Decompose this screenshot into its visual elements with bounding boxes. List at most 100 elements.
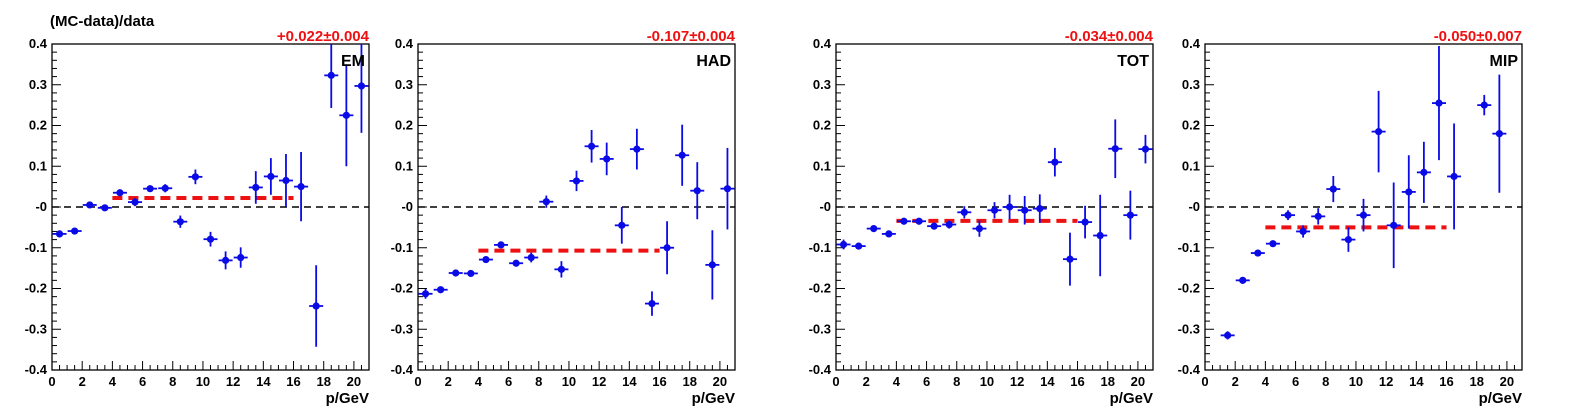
marker: [663, 244, 671, 252]
x-tick-label: 12: [592, 374, 606, 389]
data-point: [851, 242, 866, 250]
x-tick-label: 16: [286, 374, 300, 389]
data-point: [1356, 198, 1371, 232]
y-tick-label: 0.4: [813, 36, 832, 51]
marker: [603, 155, 611, 163]
y-tick-label: 0.1: [29, 158, 47, 173]
data-point: [248, 171, 263, 204]
data-point: [1250, 249, 1265, 257]
x-tick-label: 14: [1040, 374, 1055, 389]
marker: [1420, 168, 1428, 176]
data-point: [188, 169, 203, 185]
x-tick-label: 20: [347, 374, 361, 389]
data-point: [294, 151, 309, 222]
x-tick-label: 16: [652, 374, 666, 389]
marker: [572, 177, 581, 185]
data-point: [1477, 94, 1492, 116]
data-point: [896, 217, 911, 225]
x-tick-label: 14: [1409, 374, 1424, 389]
figure-ylabel: (MC-data)/data: [50, 13, 155, 30]
marker: [1021, 206, 1029, 214]
x-tick-label: 18: [1100, 374, 1114, 389]
marker: [297, 183, 305, 191]
y-tick-label: 0.4: [29, 36, 48, 51]
data-point: [309, 265, 324, 347]
marker: [1435, 99, 1443, 107]
marker: [1374, 128, 1383, 136]
data-point: [1235, 276, 1250, 284]
marker: [237, 253, 245, 262]
marker: [870, 224, 878, 233]
panel-label: TOT: [1117, 53, 1149, 70]
data-point: [433, 286, 448, 294]
data-point: [599, 142, 614, 176]
x-tick-label: 10: [196, 374, 210, 389]
marker: [975, 224, 984, 233]
data-point: [1062, 232, 1077, 286]
marker: [1051, 158, 1059, 166]
x-tick-label: 6: [1292, 374, 1299, 389]
y-tick-label: 0.2: [813, 118, 831, 133]
y-tick-label: -0.1: [25, 240, 47, 255]
data-point: [1341, 227, 1356, 252]
x-tick-label: 20: [713, 374, 727, 389]
data-point: [554, 261, 569, 278]
x-tick-label: 4: [109, 374, 117, 389]
y-tick-label: 0.1: [813, 158, 831, 173]
y-tick-label: -0.3: [25, 321, 47, 336]
x-tick-label: 2: [445, 374, 452, 389]
data-point: [942, 220, 957, 229]
data-point: [82, 201, 97, 209]
data-point: [263, 158, 278, 195]
data-point: [1492, 74, 1507, 193]
data-point: [1123, 190, 1138, 240]
marker: [900, 217, 908, 225]
marker: [55, 230, 64, 238]
y-tick-label: -0.2: [809, 281, 831, 296]
y-tick-label: -0.4: [25, 362, 48, 377]
panel-em: -0.4 -0.3 -0.2 -0.1 -0 0.1 0.2 0.3 0.4 0 2 4 6 8 10 12 1…: [25, 28, 370, 407]
marker: [221, 256, 230, 264]
y-tick-label: -0.4: [809, 362, 832, 377]
data-point: [675, 124, 690, 186]
data-point: [1431, 46, 1446, 161]
marker: [1450, 172, 1458, 181]
data-point: [1416, 141, 1431, 203]
x-tick-label: 8: [953, 374, 960, 389]
data-point: [927, 222, 942, 230]
x-axis-title: p/GeV: [692, 390, 735, 407]
data-point: [418, 288, 433, 299]
y-tick-label: -0.1: [1178, 240, 1200, 255]
x-axis-title: p/GeV: [1479, 390, 1522, 407]
marker: [1269, 240, 1277, 248]
data-point: [158, 184, 173, 193]
marker: [1254, 249, 1262, 257]
marker: [945, 220, 953, 229]
marker: [467, 269, 475, 278]
data-point: [1017, 195, 1032, 225]
x-tick-label: 18: [316, 374, 330, 389]
y-tick-label: 0.3: [813, 77, 831, 92]
data-point: [324, 44, 339, 108]
marker: [587, 142, 596, 150]
data-point: [660, 221, 675, 275]
data-point: [972, 220, 987, 237]
panel-label: MIP: [1490, 53, 1519, 70]
data-point: [1093, 194, 1108, 277]
y-tick-label: -0.2: [25, 281, 47, 296]
x-tick-label: 18: [682, 374, 696, 389]
data-point: [987, 202, 1002, 219]
marker: [1141, 145, 1150, 153]
marker: [618, 221, 626, 229]
fit-result-label: -0.050±0.007: [1434, 28, 1522, 45]
marker: [723, 185, 732, 193]
data-point: [1078, 205, 1093, 239]
marker: [1329, 185, 1337, 193]
data-point: [128, 198, 143, 207]
data-point: [1311, 208, 1326, 225]
data-point: [1326, 176, 1341, 203]
marker: [527, 253, 535, 262]
x-tick-label: 0: [48, 374, 55, 389]
y-tick-label: -0.3: [809, 321, 831, 336]
marker: [327, 71, 335, 79]
